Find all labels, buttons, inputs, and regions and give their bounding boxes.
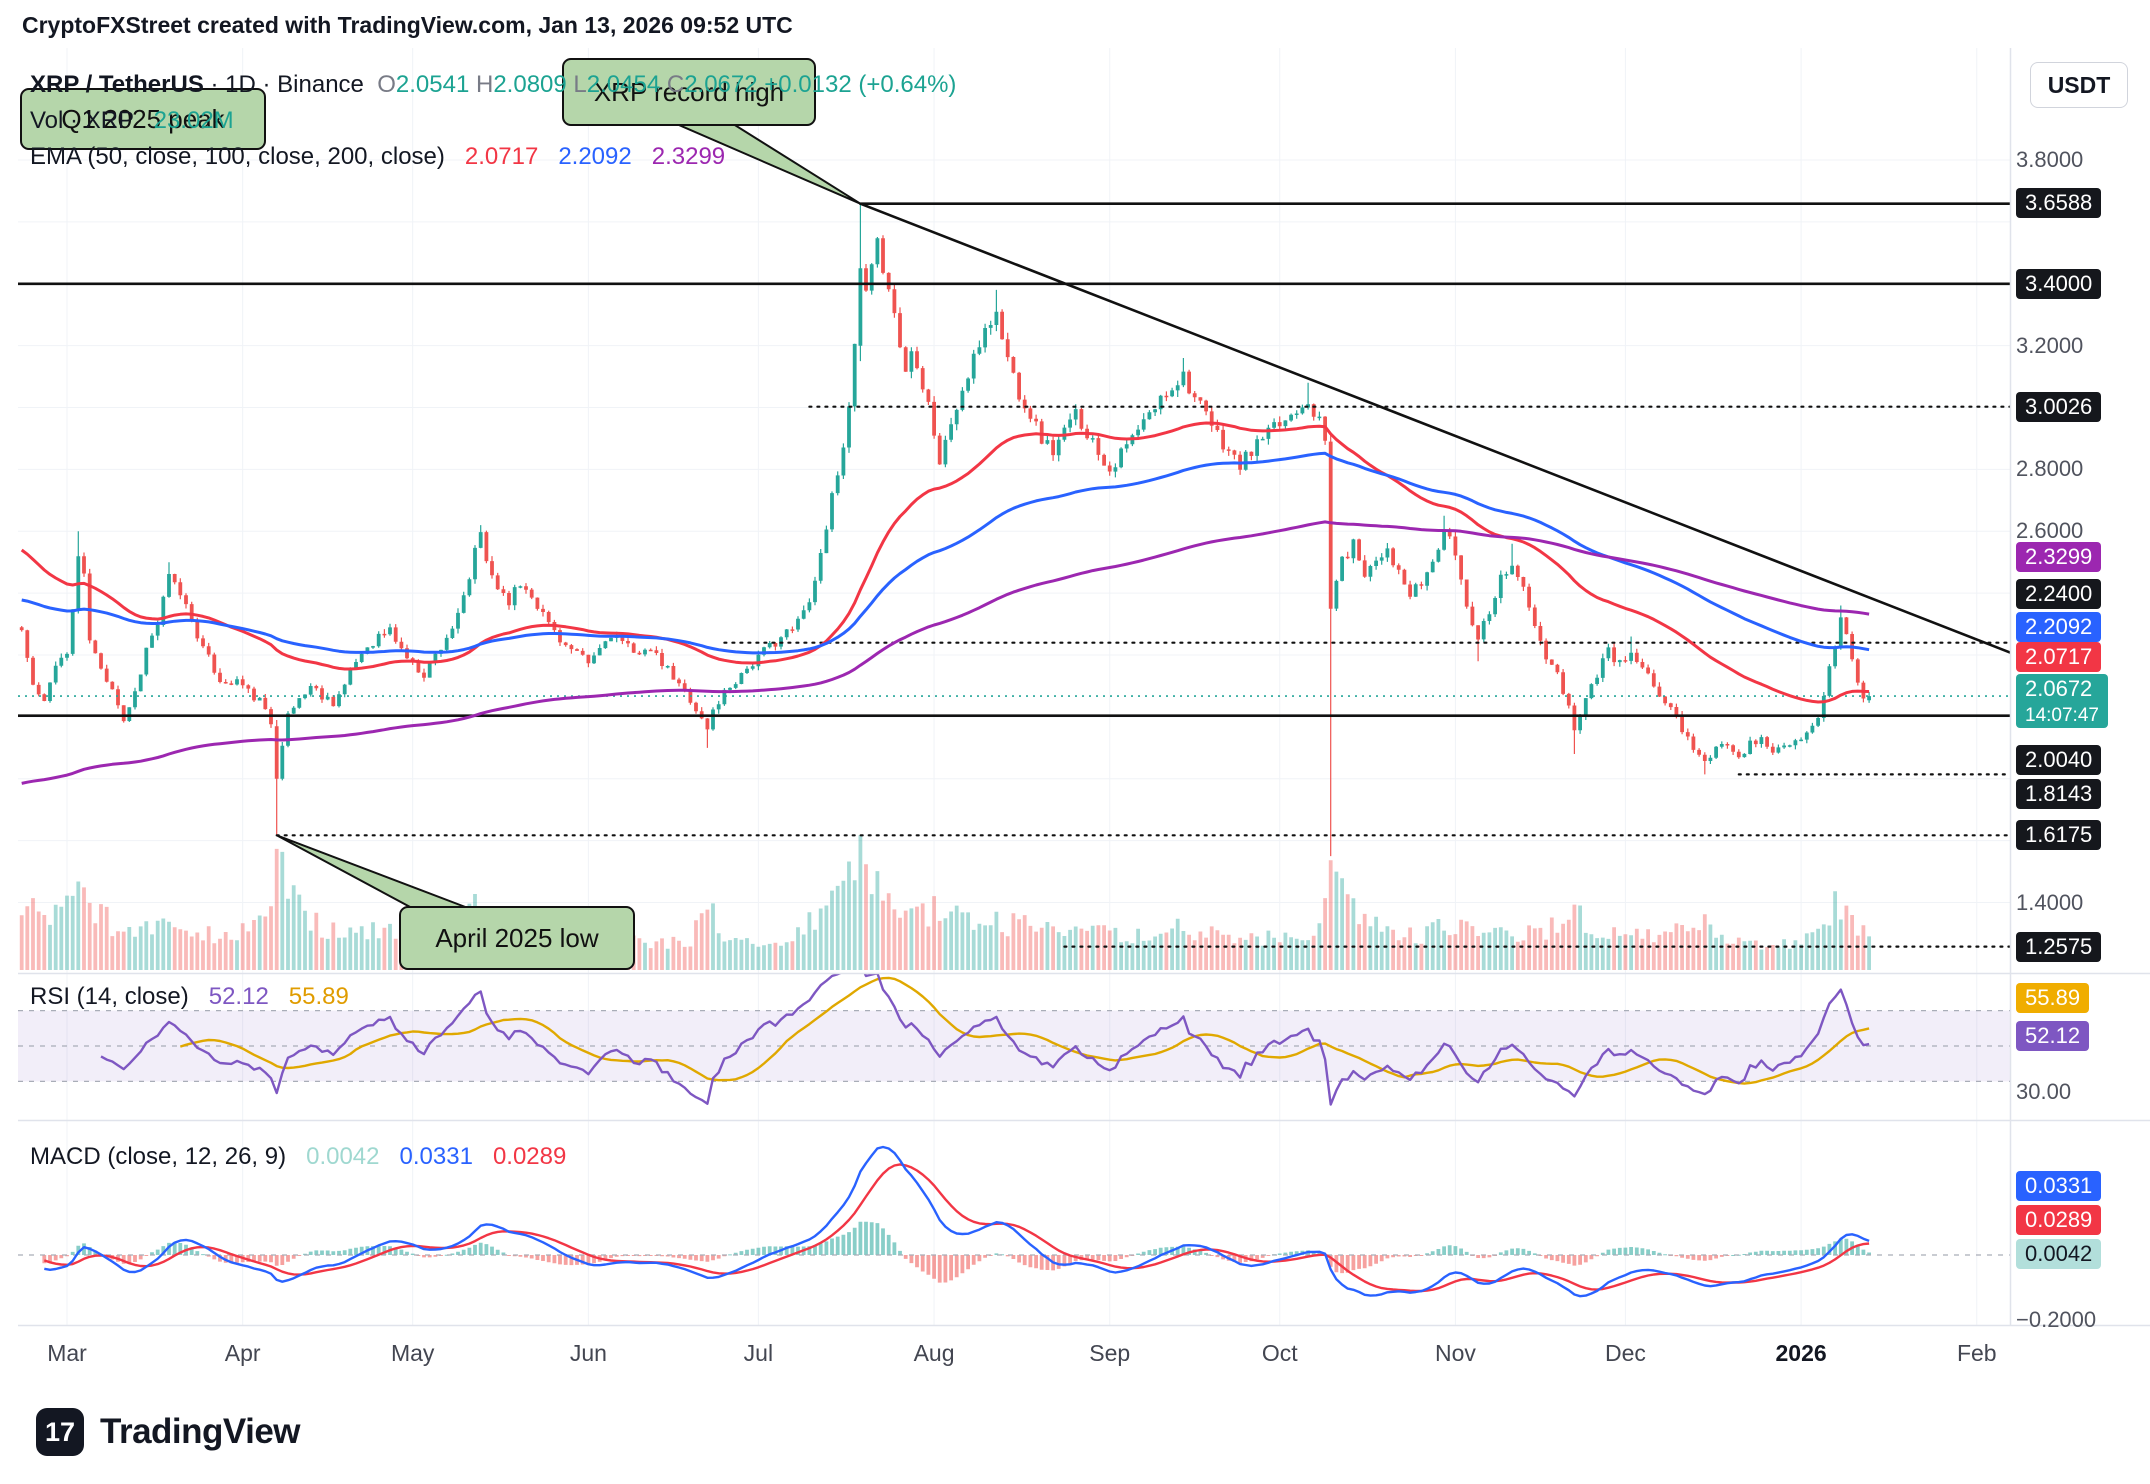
rsi-scale-label-52.12: 52.12 [2016,1021,2090,1051]
legend-span: 2.2092 [558,143,652,170]
price-scale-label-2.6000: 2.6000 [2016,518,2084,543]
price-scale-label-3.6588: 3.6588 [2016,188,2102,218]
price-scale-label-2.0672: 2.0672 14:07:47 [2016,674,2108,728]
countdown-timer: 14:07:47 [2025,705,2099,726]
legend-span: 52.12 [208,983,289,1010]
legend-macd-row[interactable]: MACD (close, 12, 26, 9) 0.0042 0.0331 0.… [30,1142,566,1172]
tradingview-wordmark[interactable]: TradingView [100,1412,301,1451]
legend-ema-row[interactable]: EMA (50, close, 100, close, 200, close) … [30,142,725,172]
price-scale-label-2.0717: 2.0717 [2016,642,2102,672]
price-scale-label-2.2092: 2.2092 [2016,612,2102,642]
legend-span: 2.0454 [586,71,667,98]
legend-span: +0.0132 (+0.64%) [764,71,957,98]
price-scale-label-1.8143: 1.8143 [2016,779,2102,809]
legend-span: 0.0331 [399,1143,493,1170]
footer: 17 TradingView [0,1380,2150,1484]
legend-span: 0.0289 [492,1143,567,1170]
price-scale-label-1.4000: 1.4000 [2016,890,2084,915]
legend-span: L [573,71,587,98]
legend-span: 55.89 [288,983,349,1010]
legend-span: 2.0809 [493,71,574,98]
legend-span: 0.0042 [306,1143,400,1170]
macd-scale-label-0.0042: 0.0042 [2016,1239,2102,1269]
time-axis-label-Nov: Nov [1434,1340,1476,1366]
time-axis-label-Dec: Dec [1604,1340,1646,1366]
legend-rsi-row[interactable]: RSI (14, close) 52.12 55.89 [30,982,349,1012]
time-axis-label-2026: 2026 [1775,1340,1827,1366]
legend-span: Vol · XRP [30,107,134,134]
time-axis-label-Jun: Jun [569,1340,607,1366]
rsi-scale-label-30.00: 30.00 [2016,1079,2072,1104]
legend-span: 2.3299 [651,143,726,170]
legend-symbol-row[interactable]: XRP / TetherUS · 1D · Binance O2.0541 H2… [30,70,956,100]
time-axis-label-Mar: Mar [47,1340,87,1366]
legend-span: 2.0717 [464,143,559,170]
legend-span: O [377,71,396,98]
price-scale-label-2.2400: 2.2400 [2016,579,2102,609]
legend-span: RSI (14, close) [30,983,209,1010]
rsi-scale-label-55.89: 55.89 [2016,983,2090,1013]
chart-annotation-2[interactable]: April 2025 low [399,906,635,970]
chart-annotation-0[interactable]: Q1 2025 peak [20,88,266,150]
header-credit: CryptoFXStreet created with TradingView.… [22,12,793,38]
price-scale-label-2.8000: 2.8000 [2016,456,2084,481]
time-axis-label-Sep: Sep [1089,1340,1131,1366]
legend-span: · 1D · Binance [203,71,378,98]
time-axis-label-Aug: Aug [913,1340,955,1366]
chart-canvas[interactable] [0,0,2150,1380]
legend-volume-row[interactable]: Vol · XRP 23.02M [30,106,234,136]
macd-scale-label-0.0289: 0.0289 [2016,1205,2102,1235]
legend-span: MACD (close, 12, 26, 9) [30,1143,307,1170]
legend-span: C [666,71,685,98]
price-scale-label-2.3299: 2.3299 [2016,542,2102,572]
price-scale-label-3.0026: 3.0026 [2016,392,2102,422]
price-scale-label-2.0040: 2.0040 [2016,745,2102,775]
legend-span: 2.0672 [684,71,765,98]
macd-scale-label-0.0331: 0.0331 [2016,1171,2102,1201]
time-axis-label-May: May [390,1340,435,1366]
time-axis-label-Feb: Feb [1956,1340,1997,1366]
price-scale-label-3.4000: 3.4000 [2016,269,2102,299]
price-scale-label-3.8000: 3.8000 [2016,147,2084,172]
currency-unit-button[interactable]: USDT [2030,62,2128,108]
chart-area: XRP / TetherUS · 1D · Binance O2.0541 H2… [0,0,2150,1380]
chart-annotation-1[interactable]: XRP record high [562,58,816,126]
legend-span: 23.02M [133,107,234,134]
price-scale-label-3.2000: 3.2000 [2016,333,2084,358]
time-axis-label-Jul: Jul [743,1340,774,1366]
legend-span: 2.0541 [395,71,476,98]
tradingview-logo-icon[interactable]: 17 [36,1408,84,1456]
legend-span: XRP / TetherUS [30,71,204,98]
time-axis-label-Oct: Oct [1261,1340,1298,1366]
price-scale-label-1.6175: 1.6175 [2016,820,2102,850]
time-axis-label-Apr: Apr [224,1340,261,1366]
legend-span: H [475,71,494,98]
price-scale-label-1.2575: 1.2575 [2016,932,2102,962]
macd-scale-label-−0.2000: −0.2000 [2016,1307,2097,1332]
legend-span: EMA (50, close, 100, close, 200, close) [30,143,465,170]
